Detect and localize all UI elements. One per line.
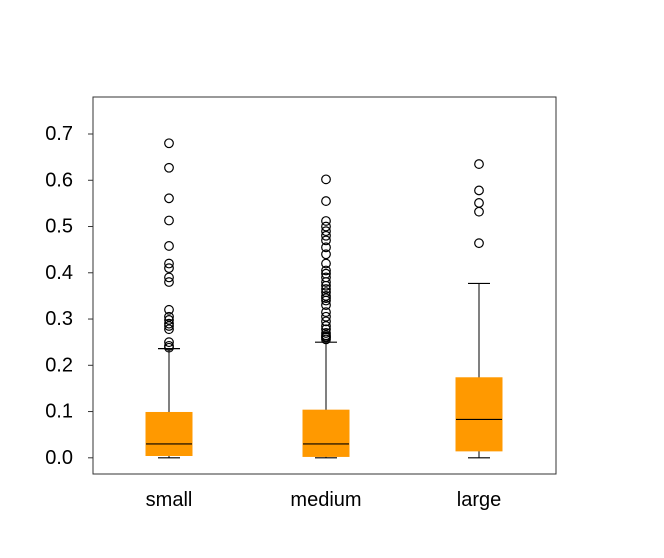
y-axis: 0.0 0.1 0.2 0.3 0.4 0.5 0.6 0.7 <box>45 123 93 469</box>
outlier-point <box>164 193 174 204</box>
x-category-label: large <box>457 489 501 511</box>
outlier-point <box>164 215 174 226</box>
outlier-point <box>474 185 484 196</box>
y-tick-label: 0.5 <box>45 216 73 238</box>
y-tick-label: 0.6 <box>45 169 73 191</box>
y-tick-label: 0.3 <box>45 308 73 330</box>
outlier-point <box>164 277 174 287</box>
outlier-point <box>321 334 331 345</box>
outlier-point <box>164 263 174 274</box>
boxes-layer <box>145 138 503 459</box>
outlier-point <box>321 249 331 260</box>
y-tick-label: 0.1 <box>45 401 73 423</box>
outlier-point <box>321 321 331 331</box>
y-tick-label: 0.2 <box>45 354 73 376</box>
outlier-point <box>321 300 331 311</box>
outlier-point <box>321 311 331 322</box>
outlier-point <box>321 316 331 327</box>
outlier-point <box>321 230 331 241</box>
x-category-label: medium <box>290 489 361 511</box>
outlier-point <box>321 280 331 291</box>
outlier-point <box>321 284 331 294</box>
outlier-point <box>164 241 174 251</box>
box-group-medium <box>302 174 350 459</box>
x-category-label: small <box>146 489 193 511</box>
outlier-point <box>321 216 331 226</box>
x-axis-labels: small medium large <box>146 489 502 511</box>
outlier-point <box>164 315 174 325</box>
outlier-point <box>164 324 174 335</box>
outlier-point <box>474 198 484 208</box>
outlier-point <box>321 277 331 287</box>
box-iqr <box>455 377 503 452</box>
outlier-point <box>164 258 174 269</box>
outlier-point <box>164 304 174 315</box>
box-group-small <box>145 138 193 459</box>
outlier-point <box>164 311 174 322</box>
plot-frame <box>92 96 557 475</box>
outlier-point <box>321 242 331 253</box>
outlier-point <box>474 206 484 217</box>
outlier-point <box>321 258 331 269</box>
outlier-point <box>321 196 331 206</box>
outlier-point <box>164 337 174 348</box>
outlier-point <box>164 272 174 283</box>
outlier-point <box>164 138 174 149</box>
box-group-large <box>455 159 503 459</box>
outlier-point <box>164 162 174 173</box>
y-tick-label: 0.0 <box>45 447 73 469</box>
outlier-point <box>321 221 331 232</box>
outlier-point <box>321 265 331 276</box>
box-iqr <box>302 409 350 457</box>
outlier-point <box>321 226 331 237</box>
outlier-point <box>321 295 331 306</box>
outlier-point <box>321 174 331 185</box>
outlier-point <box>164 342 174 353</box>
outlier-point <box>321 307 331 317</box>
outlier-point <box>474 159 484 169</box>
box-iqr <box>145 411 193 456</box>
y-tick-label: 0.7 <box>45 123 73 145</box>
outlier-point <box>164 321 174 331</box>
y-tick-label: 0.4 <box>45 262 73 284</box>
outlier-point <box>474 238 484 249</box>
outlier-point <box>321 235 331 246</box>
